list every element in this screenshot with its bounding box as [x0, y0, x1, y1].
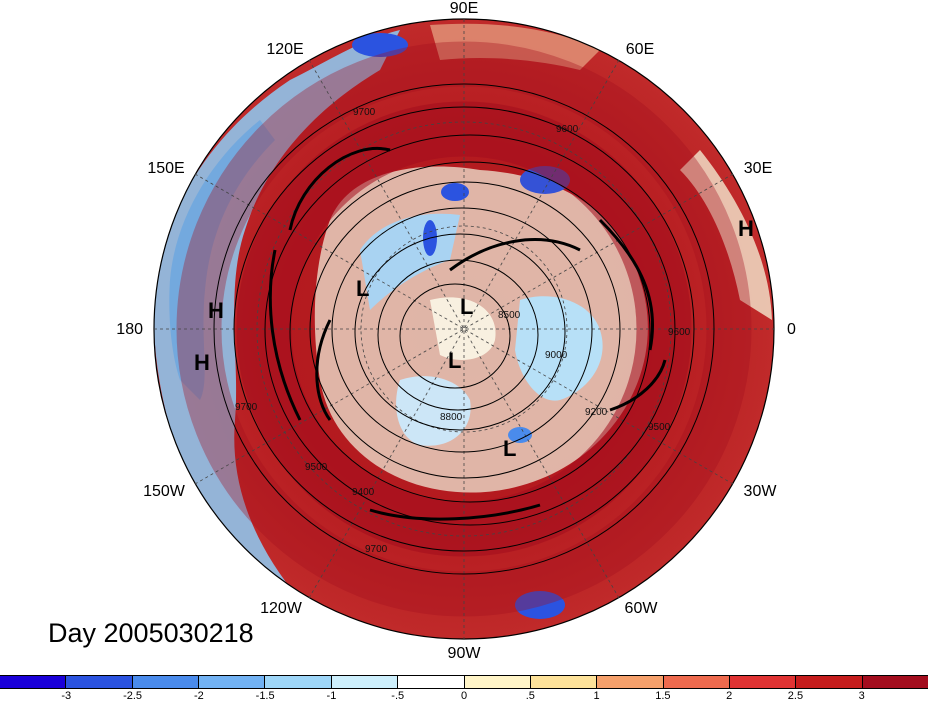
colorbar-segment	[597, 676, 664, 688]
colorbar-segment	[862, 676, 928, 688]
colorbar-tick-label: 1.5	[655, 690, 671, 702]
contour-label: 9400	[352, 487, 375, 498]
colorbar-segment	[398, 676, 465, 688]
longitude-labels: 90E 120E 60E 150E 30E 180 0 150W 30W 120…	[116, 0, 796, 662]
colorbar-tick-label: 1	[593, 690, 600, 702]
low-pressure-marker: L	[460, 294, 473, 319]
colorbar-tick-label: 2.5	[787, 690, 804, 702]
contour-labels: 9700 9600 9500 9400 9200 9000 8800 8500 …	[235, 107, 691, 555]
colorbar-tick-label: 3	[858, 690, 865, 702]
contour-label: 9500	[305, 462, 328, 473]
contour-label: 9500	[648, 422, 671, 433]
colorbar-tick-label: -1	[326, 690, 337, 702]
contour-label: 9200	[585, 407, 608, 418]
colorbar-segment	[663, 676, 730, 688]
contour-label: 9600	[668, 327, 691, 338]
low-pressure-marker: L	[503, 436, 516, 461]
low-pressure-marker: L	[356, 276, 369, 301]
height-contours	[213, 83, 715, 575]
colorbar-ticks: -3 -2.5 -2 -1.5 -1 -.5 0 .5 1 1.5 2 2.5 3	[0, 690, 928, 702]
high-pressure-marker: H	[208, 298, 224, 323]
date-label: Day 2005030218	[48, 618, 254, 648]
lon-label-left-upper: 150E	[147, 160, 184, 177]
colorbar-tick-label: -2	[193, 690, 204, 702]
high-pressure-marker: H	[738, 216, 754, 241]
colorbar-tick-label: -2.5	[123, 690, 143, 702]
colorbar-segment	[729, 676, 797, 688]
lon-label-lower-right: 60W	[625, 600, 659, 617]
lon-label-upper-left: 120E	[266, 41, 303, 58]
jet-contours	[268, 147, 667, 521]
colorbar-tick-label: -1.5	[255, 690, 275, 702]
colorbar-segment	[331, 676, 399, 688]
colorbar-tick-label: 0	[460, 690, 468, 702]
lon-label-right-upper: 30E	[744, 160, 772, 177]
colorbar-tick-label: .5	[525, 690, 535, 702]
colorbar-segment	[796, 676, 863, 688]
colorbar-segment	[199, 676, 266, 688]
lon-label-left-lower: 150W	[143, 483, 186, 500]
lon-label-lower-left: 120W	[260, 600, 303, 617]
colorbar-tick-label: -.5	[391, 690, 405, 702]
lon-label-upper-right: 60E	[626, 41, 654, 58]
colorbar-segment	[0, 676, 67, 688]
low-pressure-marker: L	[448, 348, 461, 373]
lon-label-left: 180	[116, 321, 143, 338]
contour-label: 9600	[556, 124, 579, 135]
contour-label: 9700	[235, 402, 258, 413]
contour-label: 8500	[498, 310, 521, 321]
lon-label-right-lower: 30W	[744, 483, 778, 500]
contour-label: 9700	[365, 544, 388, 555]
contour-label: 8800	[440, 412, 463, 423]
colorbar-segment	[66, 676, 133, 688]
colorbar-segment	[530, 676, 598, 688]
pressure-systems: H H H L L L L	[194, 216, 754, 461]
colorbar	[0, 675, 928, 689]
colorbar-segment	[265, 676, 332, 688]
colorbar-tick-label: -3	[61, 690, 72, 702]
lon-label-right: 0	[787, 321, 796, 338]
lon-label-bottom: 90W	[448, 645, 482, 662]
high-pressure-marker: H	[194, 350, 210, 375]
colorbar-segment	[464, 676, 531, 688]
contour-label: 9700	[353, 107, 376, 118]
contour-label: 9000	[545, 350, 568, 361]
colorbar-tick-label: 2	[726, 690, 733, 702]
lon-label-top: 90E	[450, 0, 478, 17]
colorbar-segment	[132, 676, 200, 688]
